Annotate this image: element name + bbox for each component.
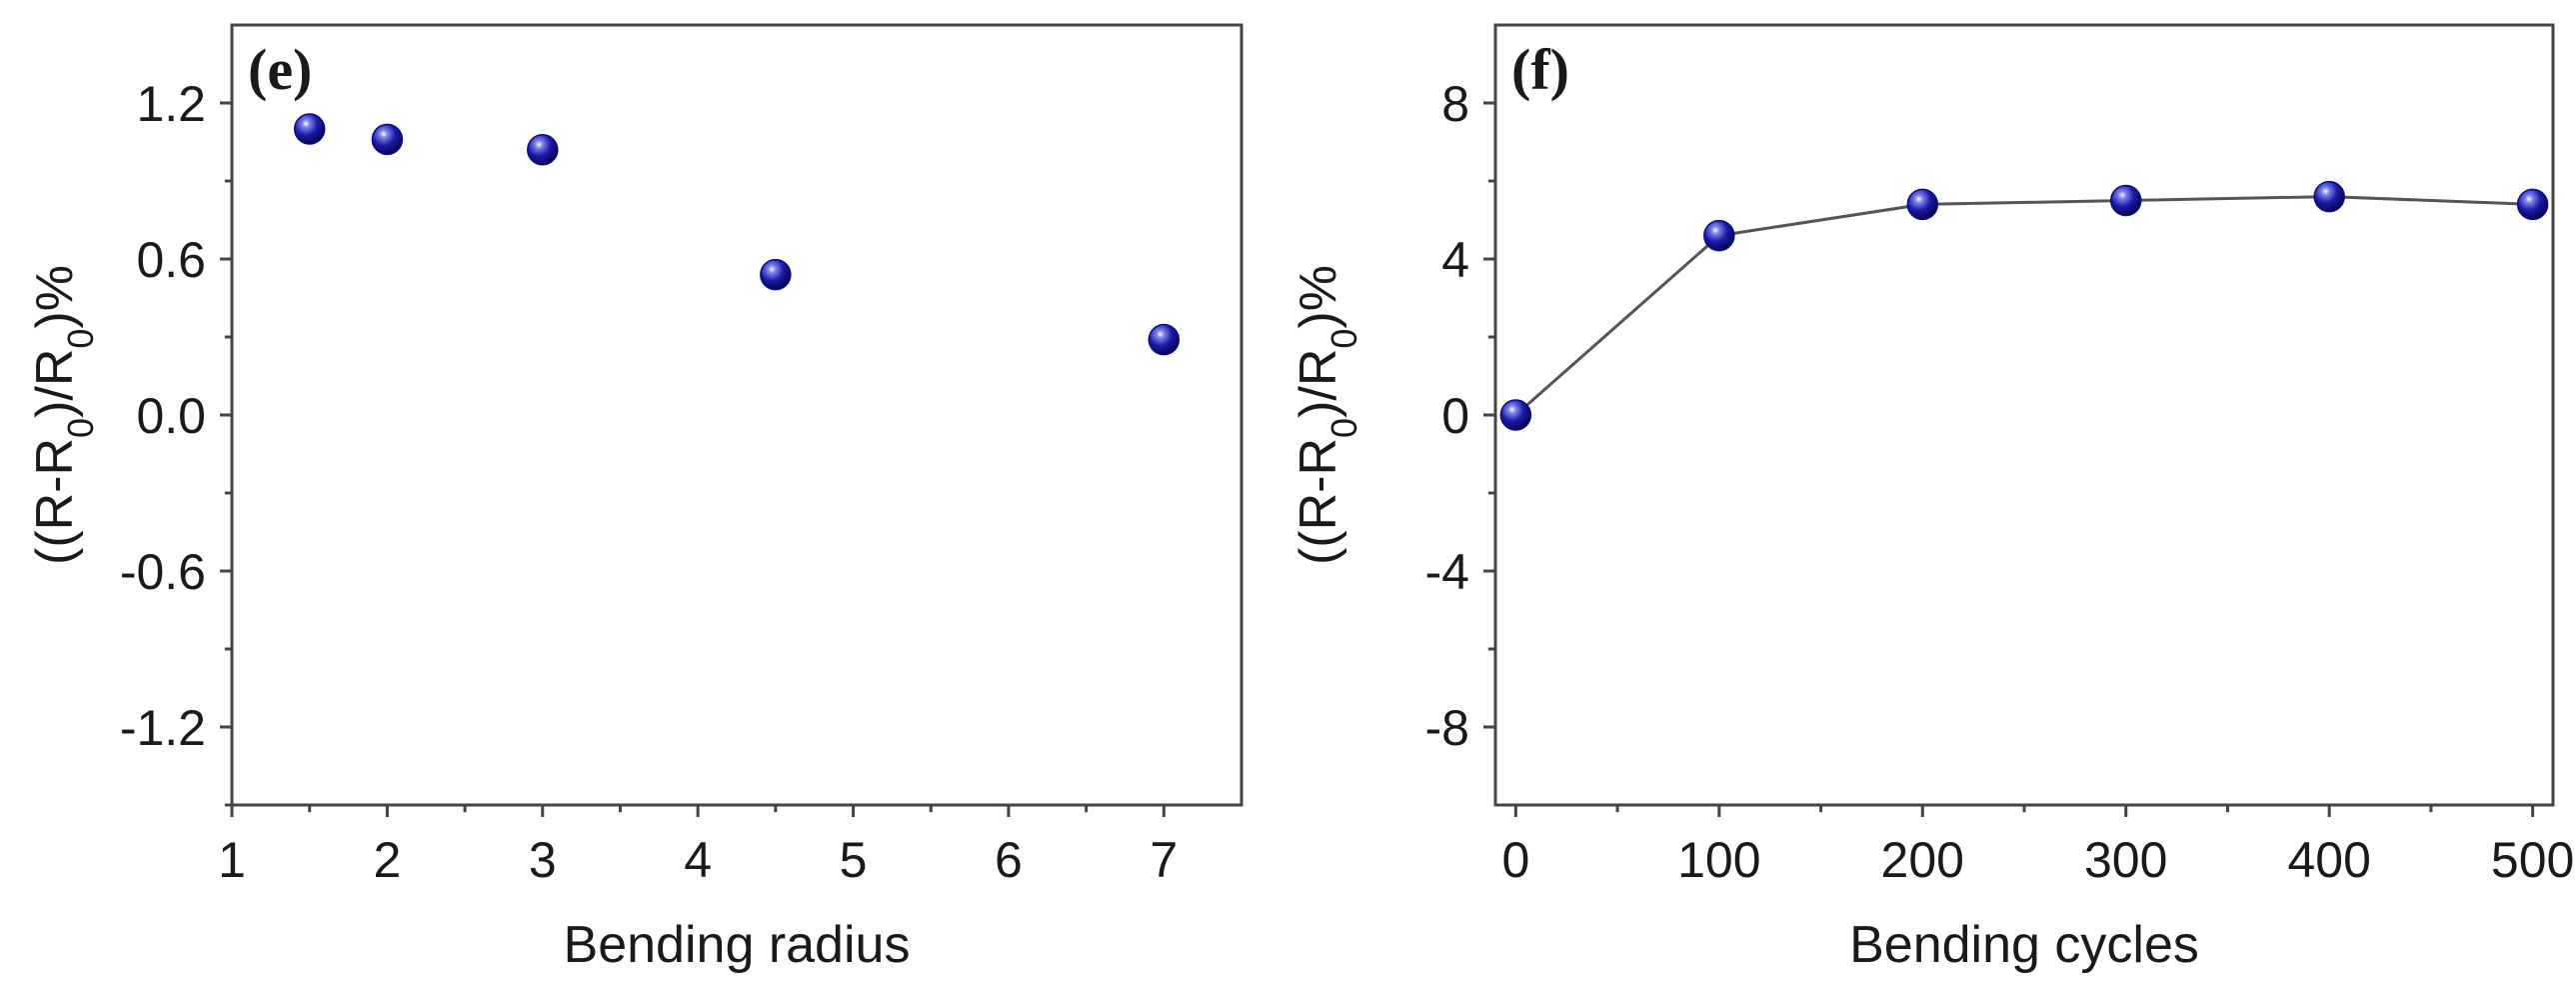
- plot-frame: [1493, 23, 2555, 807]
- y-tick-label: -1.2: [120, 700, 206, 756]
- x-tick-label: 2: [373, 832, 401, 888]
- data-point: [527, 134, 559, 166]
- x-tick-label: 4: [684, 832, 712, 888]
- y-tick-label: -0.6: [120, 544, 206, 600]
- y-tick-label: 1.2: [136, 76, 206, 132]
- x-tick-label: 500: [2491, 832, 2574, 888]
- chart-panel-e: 1 2 3 4 5 6 7 -1.2 -0.6 0.0 0.6 1.2 Bending radius ((…: [26, 23, 1244, 974]
- x-tick-label: 0: [1501, 832, 1529, 888]
- data-point: [2516, 188, 2549, 221]
- x-axis-title: Bending radius: [564, 916, 911, 974]
- x-tick-label: 100: [1677, 832, 1760, 888]
- data-point: [293, 113, 326, 145]
- x-axis-title: Bending cycles: [1849, 916, 2199, 974]
- x-tick-label: 1: [218, 832, 246, 888]
- data-point: [1499, 399, 1532, 431]
- x-tick-label: 7: [1150, 832, 1178, 888]
- y-tick-label: -8: [1425, 700, 1469, 756]
- y-tick-label: 8: [1441, 76, 1469, 132]
- y-tick-label: 4: [1441, 232, 1469, 288]
- panel-label: (e): [248, 37, 312, 102]
- y-axis-title: ((R-R0)/R0)%: [1289, 265, 1364, 565]
- data-point: [1703, 219, 1735, 252]
- y-tick-label: 0.0: [136, 388, 206, 444]
- x-tick-label: 400: [2287, 832, 2370, 888]
- data-point: [2109, 184, 2142, 217]
- x-tick-label: 300: [2084, 832, 2167, 888]
- panel-label: (f): [1511, 37, 1569, 102]
- series-line: [1514, 195, 2533, 417]
- data-point: [760, 258, 792, 291]
- x-tick-label: 200: [1881, 832, 1964, 888]
- y-tick-label: 0.6: [136, 232, 206, 288]
- x-tick-label: 6: [995, 832, 1023, 888]
- data-point: [371, 123, 404, 156]
- data-point: [1906, 188, 1939, 221]
- x-tick-label: 5: [840, 832, 868, 888]
- y-tick-label: -4: [1425, 544, 1469, 600]
- data-point: [2313, 180, 2345, 213]
- y-axis-title: ((R-R0)/R0)%: [26, 265, 101, 565]
- chart-panel-f: 0 100 200 300 400 500 -8 -4 0 4 8 Bending cycles ((R…: [1289, 23, 2574, 974]
- x-tick-label: 3: [529, 832, 557, 888]
- data-point: [1148, 323, 1181, 356]
- y-tick-label: 0: [1441, 388, 1469, 444]
